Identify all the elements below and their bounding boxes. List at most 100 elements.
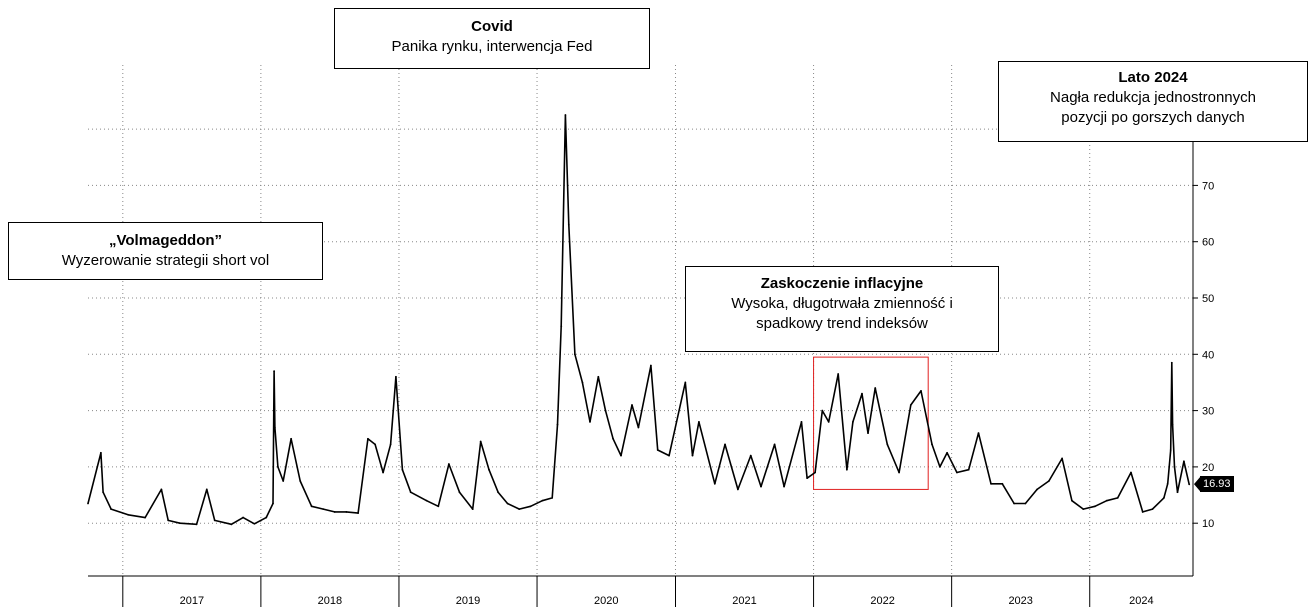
data-point [837,373,840,375]
data-point [874,387,877,389]
data-point [556,423,559,426]
data-point [374,443,377,446]
data-point [1094,505,1096,508]
data-point [213,519,216,522]
y-tick-label: 20 [1202,462,1214,474]
data-point [333,511,336,513]
x-tick-label: 2017 [180,595,204,607]
data-point [488,468,490,471]
data-point [357,512,360,514]
data-point [631,404,633,406]
annotation-volmageddon: „Volmageddon” Wyzerowanie strategii shor… [8,222,323,280]
data-point [867,432,869,435]
data-point [425,499,428,502]
data-point [760,485,762,488]
data-point [1166,482,1169,485]
annotation-text: Wyzerowanie strategii short vol [61,252,270,269]
data-point [518,508,521,511]
data-point [990,482,992,485]
data-point [277,466,279,468]
data-point [1171,423,1174,426]
data-point [560,325,563,328]
data-point [1162,496,1165,499]
data-point [573,353,576,356]
data-point [861,392,863,395]
data-point [946,451,949,454]
x-tick-label: 2019 [456,595,480,607]
annotation-inflation: Zaskoczenie inflacyjne Wysoka, długotrwa… [685,266,999,352]
data-point [179,522,181,525]
data-point [1151,508,1154,511]
data-point [604,409,607,412]
x-tick-label: 2020 [594,595,618,607]
annotation-covid: Covid Panika rynku, interwencja Fed [334,8,650,69]
data-point [367,437,369,440]
data-point [195,523,198,526]
data-point [551,496,554,499]
data-point [713,482,716,485]
data-point [1173,466,1176,468]
last-value-badge: 16.93 [1200,476,1234,493]
data-point [1141,511,1144,513]
data-point [1169,449,1172,451]
highlight-box [813,356,929,490]
annotation-text: Nagła redukcja jednostronnych [1050,89,1256,106]
data-point [506,502,509,505]
y-tick-label: 30 [1202,406,1214,418]
annotation-title: Lato 2024 [1118,69,1188,86]
y-tick-label: 50 [1202,293,1214,305]
annotation-summer-2024: Lato 2024 Nagła redukcja jednostronnych … [998,61,1308,142]
data-point [581,381,584,384]
data-point [160,488,163,491]
annotation-text: Panika rynku, interwencja Fed [391,38,593,55]
annotation-text: spadkowy trend indeksów [756,315,928,332]
data-point [1071,499,1073,502]
data-point [1013,502,1015,505]
y-tick-label: 10 [1202,518,1214,530]
data-point [845,468,848,471]
data-point [497,491,499,494]
data-point [345,511,348,513]
data-point [1183,460,1185,463]
data-point [814,471,816,474]
data-point [724,443,726,446]
data-point [110,508,112,511]
data-point [939,466,941,468]
data-point [541,499,544,502]
x-tick-label: 2023 [1008,595,1032,607]
data-point [737,488,739,491]
data-point [967,468,970,471]
data-point [668,454,670,457]
data-point [597,375,600,378]
data-point [931,443,933,446]
data-point [230,523,233,526]
data-point [242,516,245,519]
data-point [1130,471,1132,474]
data-point [800,420,803,423]
data-point [656,449,659,451]
data-point [920,389,922,392]
data-point [783,485,785,488]
data-point [322,508,325,511]
data-point [253,522,256,525]
data-point [684,381,687,384]
data-point [102,491,105,494]
data-point [1116,496,1119,499]
data-point [1188,483,1191,486]
data-point [852,420,854,423]
data-point [273,426,276,429]
data-point [749,454,752,457]
annotation-title: Zaskoczenie inflacyjne [760,275,924,292]
axis-layer: 2017 2018 2019 2020 2021 2022 2023 2024 10 20 30 40… [88,65,1214,607]
last-value-marker [1194,477,1200,492]
data-point [1061,457,1064,460]
y-tick-label: 60 [1202,237,1214,249]
data-point [144,516,147,519]
highlight-box-layer [813,356,929,490]
data-point [567,223,570,226]
x-tick-label: 2024 [1129,595,1153,607]
data-point [127,513,129,516]
data-point [205,488,208,491]
data-point [1036,488,1039,491]
data-point [272,502,274,505]
